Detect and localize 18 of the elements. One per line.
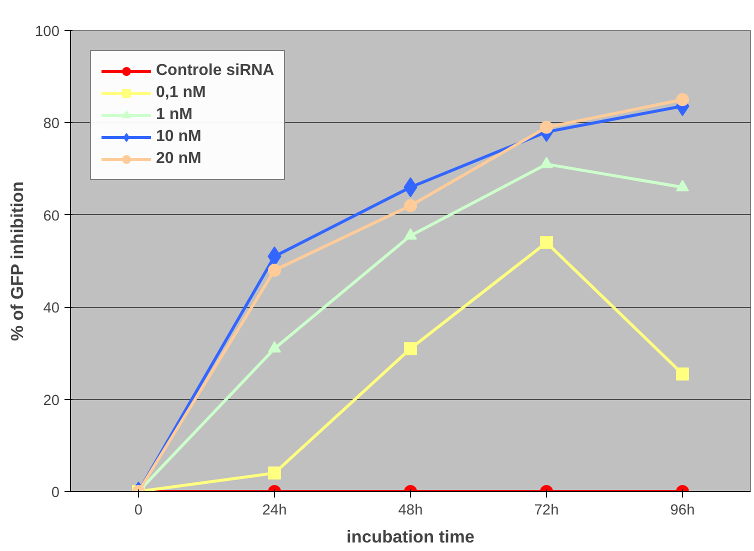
- y-tick-label: 100: [35, 24, 60, 40]
- y-tick-label: 20: [43, 392, 60, 409]
- y-axis-title: % of GFP inhibition: [7, 181, 28, 341]
- y-tick-label: 0: [51, 485, 60, 501]
- x-tick-label: 24h: [262, 502, 287, 518]
- x-axis-title: incubation time: [346, 526, 475, 546]
- legend-label: Controle siRNA: [156, 62, 274, 80]
- legend-label: 20 nM: [156, 150, 202, 168]
- y-tick-label: 60: [43, 208, 60, 224]
- x-tick-label: 72h: [534, 502, 559, 518]
- legend-label: 1 nM: [156, 106, 192, 124]
- legend-label: 0,1 nM: [156, 84, 206, 102]
- y-tick-label: 40: [43, 300, 60, 317]
- y-tick-label: 80: [43, 116, 60, 132]
- legend-label: 10 nM: [156, 128, 202, 146]
- x-tick-label: 0: [134, 502, 143, 518]
- x-tick-label: 96h: [670, 502, 695, 518]
- x-tick-label: 48h: [398, 502, 423, 518]
